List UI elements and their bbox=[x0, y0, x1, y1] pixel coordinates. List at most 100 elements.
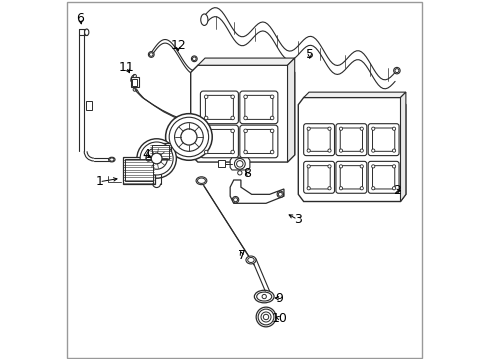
Ellipse shape bbox=[181, 129, 197, 145]
Ellipse shape bbox=[392, 165, 395, 168]
Ellipse shape bbox=[230, 150, 234, 154]
Polygon shape bbox=[198, 58, 294, 65]
FancyBboxPatch shape bbox=[200, 91, 238, 124]
Ellipse shape bbox=[270, 95, 273, 99]
Ellipse shape bbox=[148, 51, 154, 57]
Ellipse shape bbox=[263, 314, 268, 320]
Ellipse shape bbox=[145, 148, 167, 169]
FancyBboxPatch shape bbox=[340, 128, 362, 151]
FancyBboxPatch shape bbox=[367, 124, 398, 156]
Ellipse shape bbox=[371, 186, 374, 190]
FancyBboxPatch shape bbox=[372, 166, 394, 189]
Text: 12: 12 bbox=[170, 39, 185, 52]
Bar bbox=[149, 143, 171, 161]
Ellipse shape bbox=[204, 129, 207, 133]
Ellipse shape bbox=[327, 186, 330, 190]
Polygon shape bbox=[400, 92, 405, 202]
Ellipse shape bbox=[392, 149, 395, 152]
FancyBboxPatch shape bbox=[335, 161, 366, 193]
Ellipse shape bbox=[204, 150, 207, 154]
FancyBboxPatch shape bbox=[239, 91, 277, 124]
Ellipse shape bbox=[327, 127, 330, 130]
Ellipse shape bbox=[256, 292, 271, 301]
Ellipse shape bbox=[230, 129, 234, 133]
Ellipse shape bbox=[230, 95, 234, 99]
Ellipse shape bbox=[360, 186, 363, 190]
Ellipse shape bbox=[234, 158, 244, 169]
Ellipse shape bbox=[360, 127, 363, 130]
Text: 6: 6 bbox=[76, 12, 84, 25]
Ellipse shape bbox=[149, 53, 153, 56]
Polygon shape bbox=[190, 65, 294, 162]
Ellipse shape bbox=[191, 56, 197, 62]
Ellipse shape bbox=[133, 88, 136, 91]
Polygon shape bbox=[298, 98, 405, 202]
Ellipse shape bbox=[244, 150, 247, 154]
Polygon shape bbox=[287, 58, 294, 162]
Ellipse shape bbox=[247, 257, 254, 262]
Bar bbox=[151, 145, 168, 159]
Ellipse shape bbox=[360, 149, 363, 152]
Ellipse shape bbox=[204, 95, 207, 99]
FancyBboxPatch shape bbox=[335, 124, 366, 156]
Ellipse shape bbox=[244, 129, 247, 133]
Ellipse shape bbox=[244, 116, 247, 120]
Ellipse shape bbox=[360, 165, 363, 168]
Ellipse shape bbox=[192, 57, 196, 60]
Polygon shape bbox=[230, 158, 249, 170]
Ellipse shape bbox=[256, 307, 275, 327]
Ellipse shape bbox=[109, 158, 114, 161]
Text: 8: 8 bbox=[243, 167, 251, 180]
Ellipse shape bbox=[262, 294, 266, 299]
Ellipse shape bbox=[277, 191, 283, 198]
Ellipse shape bbox=[371, 149, 374, 152]
Ellipse shape bbox=[245, 256, 255, 264]
Ellipse shape bbox=[174, 123, 203, 151]
Ellipse shape bbox=[261, 312, 270, 322]
Text: 1: 1 bbox=[95, 175, 103, 188]
Text: 4: 4 bbox=[142, 148, 149, 161]
Ellipse shape bbox=[394, 69, 398, 73]
Bar bbox=[124, 159, 152, 181]
Ellipse shape bbox=[270, 150, 273, 154]
Ellipse shape bbox=[137, 139, 176, 178]
Polygon shape bbox=[303, 92, 405, 98]
Text: 11: 11 bbox=[118, 60, 134, 73]
Ellipse shape bbox=[230, 116, 234, 120]
Ellipse shape bbox=[258, 309, 273, 325]
Ellipse shape bbox=[133, 75, 136, 78]
FancyBboxPatch shape bbox=[205, 130, 233, 153]
Bar bbox=[217, 160, 225, 167]
Ellipse shape bbox=[392, 127, 395, 130]
FancyBboxPatch shape bbox=[372, 128, 394, 151]
Text: 2: 2 bbox=[392, 184, 400, 197]
Ellipse shape bbox=[371, 127, 374, 130]
FancyBboxPatch shape bbox=[303, 161, 334, 193]
Text: 7: 7 bbox=[238, 249, 245, 262]
Ellipse shape bbox=[197, 178, 205, 183]
FancyBboxPatch shape bbox=[307, 166, 329, 189]
Ellipse shape bbox=[233, 198, 237, 202]
FancyBboxPatch shape bbox=[200, 125, 238, 158]
Ellipse shape bbox=[306, 127, 310, 130]
Ellipse shape bbox=[236, 161, 243, 167]
Polygon shape bbox=[230, 180, 284, 203]
Ellipse shape bbox=[237, 171, 242, 175]
Ellipse shape bbox=[306, 165, 310, 168]
Ellipse shape bbox=[201, 14, 207, 26]
FancyBboxPatch shape bbox=[367, 161, 398, 193]
Ellipse shape bbox=[254, 290, 274, 303]
Ellipse shape bbox=[196, 177, 206, 185]
Ellipse shape bbox=[306, 149, 310, 152]
Ellipse shape bbox=[339, 149, 342, 152]
Ellipse shape bbox=[270, 129, 273, 133]
FancyBboxPatch shape bbox=[244, 130, 272, 153]
Bar bbox=[122, 157, 155, 184]
Ellipse shape bbox=[140, 142, 173, 175]
Ellipse shape bbox=[181, 118, 187, 123]
FancyBboxPatch shape bbox=[340, 166, 362, 189]
Bar bbox=[132, 79, 137, 86]
FancyBboxPatch shape bbox=[303, 124, 334, 156]
Ellipse shape bbox=[339, 186, 342, 190]
Ellipse shape bbox=[278, 192, 282, 196]
